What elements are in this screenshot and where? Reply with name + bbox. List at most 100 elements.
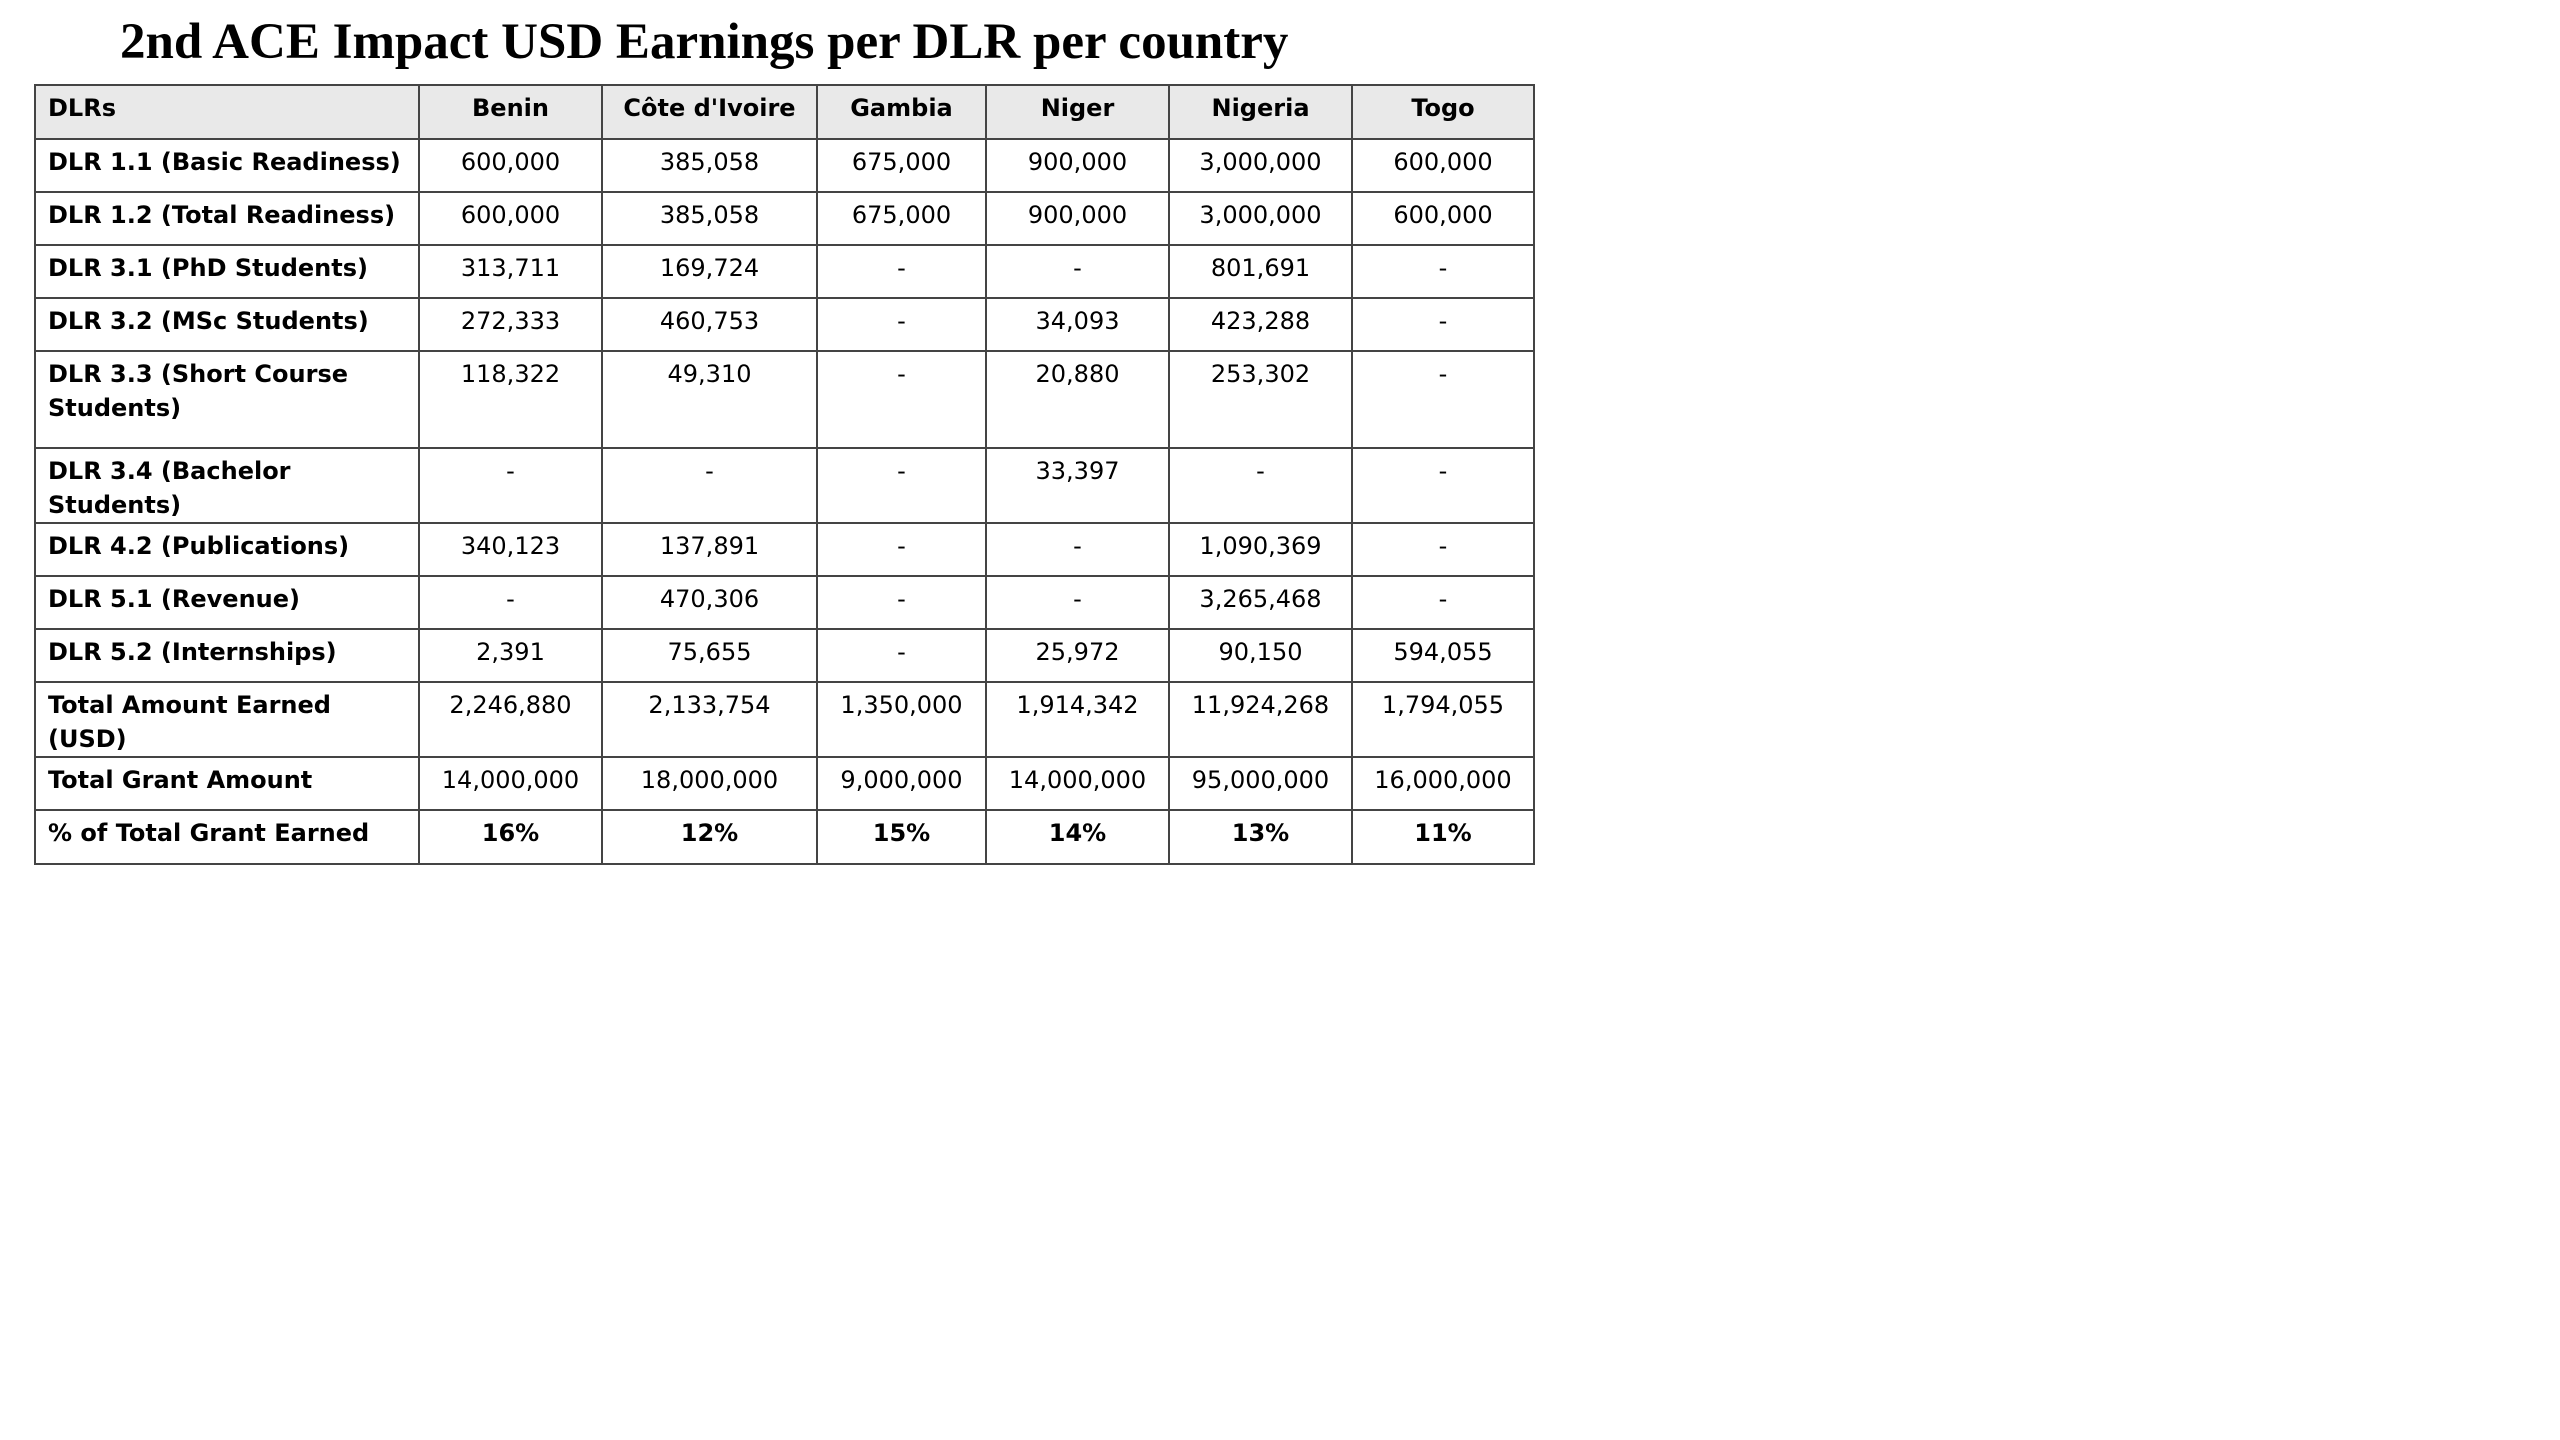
table-cell: 25,972 (985, 628, 1170, 683)
table-cell: 3,000,000 (1168, 138, 1353, 193)
dlr-earnings-table: DLRs Benin Côte d'Ivoire Gambia Niger Ni… (34, 84, 1535, 865)
table-row: Total Grant Amount 14,000,000 18,000,000… (34, 756, 1535, 811)
table-cell: 3,265,468 (1168, 575, 1353, 630)
row-label: DLR 1.1 (Basic Readiness) (34, 138, 420, 193)
row-label: DLR 1.2 (Total Readiness) (34, 191, 420, 246)
table-cell: - (1351, 350, 1535, 449)
table-cell: 33,397 (985, 447, 1170, 524)
table-row: DLR 1.1 (Basic Readiness) 600,000 385,05… (34, 138, 1535, 193)
table-cell: 14,000,000 (985, 756, 1170, 811)
table-cell: 14% (985, 809, 1170, 865)
table-cell: - (1168, 447, 1353, 524)
table-cell: 900,000 (985, 138, 1170, 193)
table-cell: - (1351, 447, 1535, 524)
table-row: DLR 3.3 (Short Course Students) 118,322 … (34, 350, 1535, 449)
column-header-niger: Niger (985, 84, 1170, 140)
table-cell: - (1351, 244, 1535, 299)
table-cell: - (816, 297, 987, 352)
column-header-cote-divoire: Côte d'Ivoire (601, 84, 818, 140)
table-row: DLR 5.2 (Internships) 2,391 75,655 - 25,… (34, 628, 1535, 683)
table-cell: - (418, 575, 603, 630)
page-title: 2nd ACE Impact USD Earnings per DLR per … (120, 14, 1289, 70)
table-cell: 253,302 (1168, 350, 1353, 449)
table-cell: - (601, 447, 818, 524)
table-cell: 675,000 (816, 138, 987, 193)
table-cell: 1,914,342 (985, 681, 1170, 758)
table-cell: 675,000 (816, 191, 987, 246)
column-header-togo: Togo (1351, 84, 1535, 140)
table-cell: 385,058 (601, 191, 818, 246)
row-label: DLR 3.3 (Short Course Students) (34, 350, 420, 449)
row-label: DLR 4.2 (Publications) (34, 522, 420, 577)
row-label: Total Grant Amount (34, 756, 420, 811)
table-cell: 340,123 (418, 522, 603, 577)
table-cell: 2,391 (418, 628, 603, 683)
table-row: DLR 3.1 (PhD Students) 313,711 169,724 -… (34, 244, 1535, 299)
table-cell: - (1351, 575, 1535, 630)
table-cell: 137,891 (601, 522, 818, 577)
table-cell: 75,655 (601, 628, 818, 683)
table-cell: 90,150 (1168, 628, 1353, 683)
column-header-nigeria: Nigeria (1168, 84, 1353, 140)
table-cell: 49,310 (601, 350, 818, 449)
column-header-gambia: Gambia (816, 84, 987, 140)
table-cell: 16,000,000 (1351, 756, 1535, 811)
table-cell: 2,246,880 (418, 681, 603, 758)
table-header-row: DLRs Benin Côte d'Ivoire Gambia Niger Ni… (34, 84, 1535, 140)
table-cell: 460,753 (601, 297, 818, 352)
table-cell: 12% (601, 809, 818, 865)
table-cell: - (816, 244, 987, 299)
row-label: DLR 5.1 (Revenue) (34, 575, 420, 630)
table-cell: 95,000,000 (1168, 756, 1353, 811)
table-cell: - (816, 447, 987, 524)
row-label: Total Amount Earned (USD) (34, 681, 420, 758)
table-row: DLR 4.2 (Publications) 340,123 137,891 -… (34, 522, 1535, 577)
table-cell: 169,724 (601, 244, 818, 299)
table-cell: 900,000 (985, 191, 1170, 246)
table-cell: - (816, 628, 987, 683)
table-cell: 3,000,000 (1168, 191, 1353, 246)
table-cell: 11,924,268 (1168, 681, 1353, 758)
table-cell: - (1351, 522, 1535, 577)
table-cell: 2,133,754 (601, 681, 818, 758)
table-cell: - (816, 575, 987, 630)
table-cell: - (816, 522, 987, 577)
table-cell: 600,000 (418, 138, 603, 193)
table-cell: 313,711 (418, 244, 603, 299)
table-cell: 801,691 (1168, 244, 1353, 299)
row-label: DLR 3.2 (MSc Students) (34, 297, 420, 352)
table-cell: 16% (418, 809, 603, 865)
table-cell: 14,000,000 (418, 756, 603, 811)
table-cell: - (1351, 297, 1535, 352)
column-header-dlrs: DLRs (34, 84, 420, 140)
table-row: DLR 1.2 (Total Readiness) 600,000 385,05… (34, 191, 1535, 246)
table-cell: 15% (816, 809, 987, 865)
table-cell: 34,093 (985, 297, 1170, 352)
table-cell: 9,000,000 (816, 756, 987, 811)
table-row: DLR 5.1 (Revenue) - 470,306 - - 3,265,46… (34, 575, 1535, 630)
table-cell: - (418, 447, 603, 524)
table-cell: 594,055 (1351, 628, 1535, 683)
table-cell: - (985, 575, 1170, 630)
table-cell: - (985, 522, 1170, 577)
table-cell: 1,090,369 (1168, 522, 1353, 577)
column-header-benin: Benin (418, 84, 603, 140)
row-label: DLR 3.4 (Bachelor Students) (34, 447, 420, 524)
table-cell: 118,322 (418, 350, 603, 449)
table-cell: 423,288 (1168, 297, 1353, 352)
table-cell: 600,000 (1351, 191, 1535, 246)
table-cell: 1,794,055 (1351, 681, 1535, 758)
table-row: DLR 3.2 (MSc Students) 272,333 460,753 -… (34, 297, 1535, 352)
row-label: DLR 3.1 (PhD Students) (34, 244, 420, 299)
table-cell: - (816, 350, 987, 449)
table-cell: 20,880 (985, 350, 1170, 449)
row-label: % of Total Grant Earned (34, 809, 420, 865)
table-cell: 272,333 (418, 297, 603, 352)
table-row: % of Total Grant Earned 16% 12% 15% 14% … (34, 809, 1535, 865)
table-cell: 470,306 (601, 575, 818, 630)
table-cell: 13% (1168, 809, 1353, 865)
table-cell: 600,000 (418, 191, 603, 246)
table-row: Total Amount Earned (USD) 2,246,880 2,13… (34, 681, 1535, 758)
row-label: DLR 5.2 (Internships) (34, 628, 420, 683)
table-cell: 1,350,000 (816, 681, 987, 758)
